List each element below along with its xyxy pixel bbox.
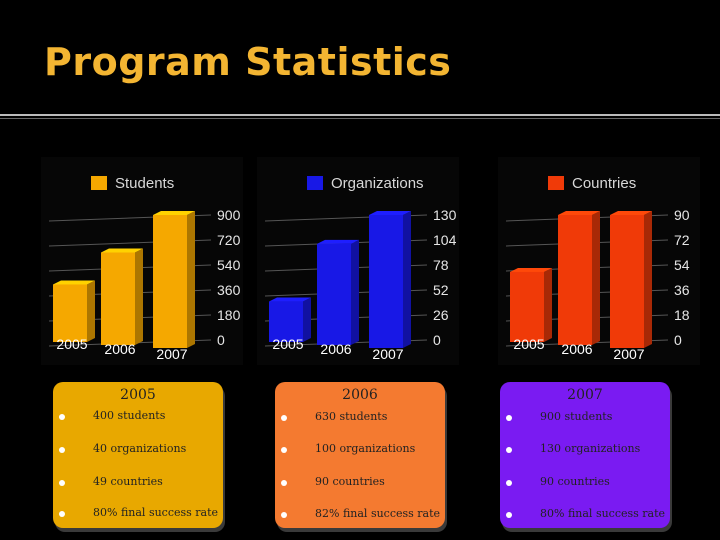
card-line: 90 countries <box>281 475 385 488</box>
title-bar <box>0 0 720 112</box>
bullet-icon <box>59 447 65 453</box>
bullet-icon <box>59 480 65 486</box>
card-line-text: 130 organizations <box>540 442 641 455</box>
x-tick-label: 2007 <box>156 346 187 362</box>
bullet-icon <box>506 480 512 486</box>
bullet-icon <box>59 414 65 420</box>
y-tick-label: 180 <box>217 307 241 323</box>
legend-label: Students <box>115 175 174 192</box>
divider <box>0 118 720 119</box>
card-line: 100 organizations <box>281 442 416 455</box>
card-line-text: 49 countries <box>93 475 163 488</box>
legend-swatch <box>91 176 107 190</box>
y-tick-label: 104 <box>433 232 457 248</box>
y-tick-label: 0 <box>433 332 441 348</box>
y-tick-label: 0 <box>217 332 225 348</box>
card-line: 40 organizations <box>59 442 187 455</box>
card-line: 630 students <box>281 410 388 423</box>
y-tick-label: 18 <box>674 307 690 323</box>
bar <box>53 280 95 342</box>
x-tick-label: 2006 <box>561 341 592 357</box>
x-tick-label: 2006 <box>104 341 135 357</box>
card-line-text: 90 countries <box>540 475 610 488</box>
legend-swatch <box>548 176 564 190</box>
slide-title: Program Statistics <box>44 40 452 84</box>
bar <box>510 267 552 342</box>
bullet-icon <box>281 447 287 453</box>
students-chart: Students 900 720 540 360 180 0 2005 2006 2007 <box>41 157 243 365</box>
y-tick-label: 26 <box>433 307 449 323</box>
organizations-chart: Organizations 130 104 78 52 26 0 2005 2006 2007 <box>257 157 459 365</box>
y-tick-label: 540 <box>217 257 241 273</box>
card-line: 49 countries <box>59 475 163 488</box>
bullet-icon <box>281 415 287 421</box>
legend-label: Countries <box>572 175 636 192</box>
card-line-text: 82% final success rate <box>315 507 441 520</box>
card-line-text: 630 students <box>315 410 388 423</box>
y-tick-label: 52 <box>433 282 449 298</box>
card-line-text: 80% final success rate <box>540 507 666 520</box>
bullet-icon <box>59 511 65 517</box>
bullet-icon <box>506 512 512 518</box>
card-line: 80% final success rate <box>59 506 219 519</box>
x-tick-label: 2006 <box>320 341 351 357</box>
card-line: 90 countries <box>506 475 610 488</box>
countries-chart: Countries 90 72 54 36 18 0 2005 2006 2007 <box>498 157 700 365</box>
card-line-text: 90 countries <box>315 475 385 488</box>
divider <box>0 114 720 116</box>
card-2007: 2007 900 students 130 organizations 90 c… <box>500 382 670 528</box>
card-line-text: 400 students <box>93 409 166 422</box>
bullet-icon <box>506 447 512 453</box>
bar <box>369 211 411 348</box>
card-title: 2005 <box>120 387 156 403</box>
bullet-icon <box>281 480 287 486</box>
card-title: 2006 <box>342 387 378 403</box>
y-tick-label: 78 <box>433 257 449 273</box>
card-line-text: 900 students <box>540 410 613 423</box>
bar <box>610 211 652 348</box>
x-tick-label: 2005 <box>513 336 544 352</box>
y-tick-label: 0 <box>674 332 682 348</box>
card-line-text: 100 organizations <box>315 442 416 455</box>
legend-swatch <box>307 176 323 190</box>
card-line: 80% final success rate <box>506 507 666 520</box>
y-tick-label: 130 <box>433 207 457 223</box>
card-title: 2007 <box>567 387 603 403</box>
bar <box>101 248 143 345</box>
x-tick-label: 2005 <box>56 336 87 352</box>
card-2005: 2005 400 students 40 organizations 49 co… <box>53 382 223 528</box>
bar <box>153 211 195 348</box>
bar <box>269 297 311 342</box>
y-tick-label: 720 <box>217 232 241 248</box>
card-line-text: 40 organizations <box>93 442 187 455</box>
card-2006: 2006 630 students 100 organizations 90 c… <box>275 382 445 528</box>
bar <box>317 239 359 345</box>
card-line: 130 organizations <box>506 442 641 455</box>
bar <box>558 211 600 345</box>
y-tick-label: 54 <box>674 257 690 273</box>
y-tick-label: 90 <box>674 207 690 223</box>
card-line: 900 students <box>506 410 613 423</box>
y-tick-label: 72 <box>674 232 690 248</box>
legend-label: Organizations <box>331 175 424 192</box>
card-line-text: 80% final success rate <box>93 506 219 519</box>
card-line: 400 students <box>59 409 166 422</box>
x-tick-label: 2007 <box>613 346 644 362</box>
bullet-icon <box>506 415 512 421</box>
bullet-icon <box>281 512 287 518</box>
y-tick-label: 36 <box>674 282 690 298</box>
x-tick-label: 2005 <box>272 336 303 352</box>
y-tick-label: 360 <box>217 282 241 298</box>
card-line: 82% final success rate <box>281 507 441 520</box>
x-tick-label: 2007 <box>372 346 403 362</box>
y-tick-label: 900 <box>217 207 241 223</box>
